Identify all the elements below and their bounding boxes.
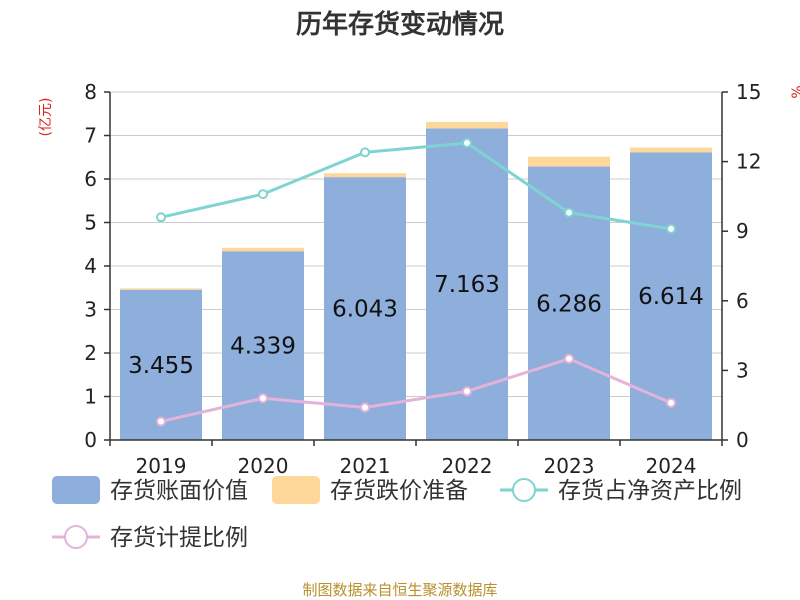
y-right-tick-label: 6 [736,289,749,313]
y-left-tick-label: 7 [84,124,97,148]
grid-lines [110,91,722,441]
bar-value-label: 3.455 [128,353,194,379]
point-net-asset-ratio [666,223,676,234]
point-net-asset-ratio [258,189,268,200]
legend-swatch-marker [64,525,88,549]
bar-book-value [324,177,406,440]
bar-impairment-reserve [120,288,202,290]
y-left-tick-label: 0 [84,428,97,452]
y-left-tick-label: 1 [84,385,97,409]
bar-value-label: 4.339 [230,334,296,360]
bar-impairment-reserve [426,121,508,129]
legend-swatch [52,476,100,504]
legend-label: 存货跌价准备 [330,478,468,504]
point-provision-ratio [360,402,370,413]
bar-value-label: 6.614 [638,284,704,310]
right-axis-unit: % [790,85,800,98]
legend-label: 存货账面价值 [110,478,248,504]
point-provision-ratio [156,416,166,427]
line-series [156,138,676,427]
point-provision-ratio [258,393,268,404]
legend-swatch [272,476,320,504]
y-right-tick-label: 0 [736,428,749,452]
point-net-asset-ratio [156,212,166,223]
point-provision-ratio [666,397,676,408]
point-net-asset-ratio [564,207,574,218]
bar-impairment-reserve [222,247,304,252]
point-net-asset-ratio [360,147,370,158]
y-right-tick-label: 3 [736,358,749,382]
legend-label: 存货占净资产比例 [558,478,742,504]
y-right-tick-label: 15 [736,80,761,104]
legend-label: 存货计提比例 [110,525,248,551]
bar-book-value [222,251,304,440]
source-note: 制图数据来自恒生聚源数据库 [302,581,497,599]
y-left-tick-label: 2 [84,341,97,365]
bar-impairment-reserve [630,147,712,153]
x-tick-label: 2020 [238,454,289,478]
y-left-tick-label: 5 [84,211,97,235]
y-right-tick-label: 12 [736,150,761,174]
y-left-tick-label: 4 [84,254,97,278]
line-net-asset-ratio [160,141,672,231]
x-tick-label: 2024 [646,454,697,478]
bar-impairment-reserve [528,156,610,167]
point-provision-ratio [462,386,472,397]
y-right-tick-label: 9 [736,219,749,243]
bar-value-label: 6.043 [332,297,398,323]
bar-impairment-reserve [324,173,406,178]
y-left-tick-label: 3 [84,298,97,322]
x-tick-label: 2021 [340,454,391,478]
chart-title: 历年存货变动情况 [296,9,504,40]
y-left-tick-label: 8 [84,80,97,104]
bar-value-labels: 3.455 4.339 6.043 7.163 6.286 6.614 [128,272,704,379]
x-tick-label: 2022 [442,454,493,478]
line-provision-ratio [160,357,672,423]
point-provision-ratio [564,353,574,364]
x-tick-label: 2023 [544,454,595,478]
bars [120,121,712,441]
bar-value-label: 7.163 [434,272,500,298]
point-net-asset-ratio [462,138,472,149]
x-tick-label: 2019 [136,454,187,478]
left-axis-unit: (亿元) [38,98,54,137]
bar-value-label: 6.286 [536,291,602,317]
y-left-tick-label: 6 [84,167,97,191]
legend-swatch-marker [512,478,536,502]
